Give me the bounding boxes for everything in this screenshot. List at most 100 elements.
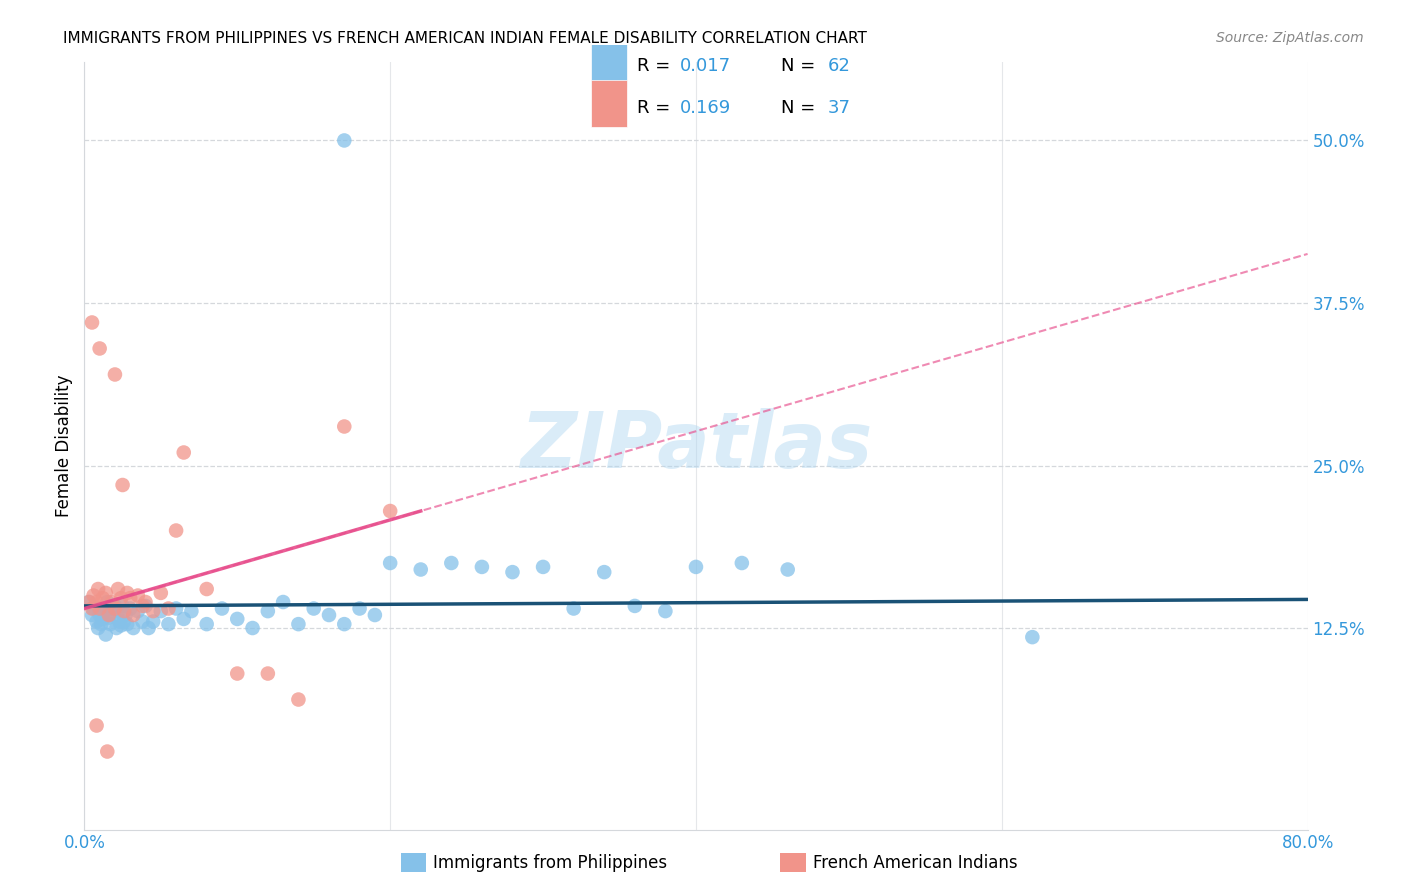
Point bbox=[173, 445, 195, 459]
Point bbox=[108, 615, 131, 629]
Point bbox=[80, 601, 103, 615]
Point bbox=[120, 601, 142, 615]
Point bbox=[80, 607, 103, 622]
Point bbox=[87, 582, 110, 596]
Point bbox=[127, 604, 149, 618]
Point bbox=[211, 601, 233, 615]
Text: French American Indians: French American Indians bbox=[813, 854, 1018, 871]
Point bbox=[101, 601, 124, 615]
Point bbox=[110, 591, 132, 606]
Point bbox=[90, 617, 112, 632]
Text: R =: R = bbox=[637, 57, 676, 75]
Point bbox=[173, 612, 195, 626]
Point bbox=[1021, 630, 1043, 644]
Point bbox=[157, 617, 180, 632]
Text: IMMIGRANTS FROM PHILIPPINES VS FRENCH AMERICAN INDIAN FEMALE DISABILITY CORRELAT: IMMIGRANTS FROM PHILIPPINES VS FRENCH AM… bbox=[63, 31, 868, 46]
Point bbox=[97, 607, 120, 622]
Point bbox=[86, 615, 108, 629]
Point bbox=[83, 589, 105, 603]
Text: Source: ZipAtlas.com: Source: ZipAtlas.com bbox=[1216, 31, 1364, 45]
Y-axis label: Female Disability: Female Disability bbox=[55, 375, 73, 517]
Point bbox=[776, 562, 799, 576]
Bar bbox=[591, 40, 627, 87]
Point bbox=[502, 565, 524, 579]
Point bbox=[80, 316, 103, 330]
Text: R =: R = bbox=[637, 99, 676, 117]
Point bbox=[97, 610, 120, 624]
Point bbox=[89, 601, 111, 615]
Point bbox=[440, 556, 463, 570]
Point bbox=[287, 692, 309, 706]
Point bbox=[115, 617, 138, 632]
Point bbox=[654, 604, 676, 618]
Point bbox=[180, 604, 202, 618]
Point bbox=[89, 342, 111, 356]
Bar bbox=[591, 80, 627, 127]
Point bbox=[107, 604, 129, 618]
Point bbox=[195, 617, 218, 632]
Text: N =: N = bbox=[780, 99, 821, 117]
Point bbox=[380, 556, 402, 570]
Point bbox=[471, 560, 494, 574]
Point bbox=[89, 601, 111, 615]
Point bbox=[135, 599, 157, 613]
Point bbox=[380, 504, 402, 518]
Text: 0.017: 0.017 bbox=[681, 57, 731, 75]
Point bbox=[149, 604, 172, 618]
Text: 62: 62 bbox=[827, 57, 851, 75]
Point bbox=[104, 601, 127, 615]
Point bbox=[104, 599, 127, 613]
Point bbox=[96, 595, 118, 609]
Point bbox=[127, 589, 149, 603]
Point bbox=[333, 133, 356, 147]
Point bbox=[333, 419, 356, 434]
Point bbox=[165, 524, 187, 538]
Point bbox=[103, 607, 125, 622]
Point bbox=[87, 621, 110, 635]
Point bbox=[302, 601, 325, 615]
Point bbox=[149, 586, 172, 600]
Point bbox=[98, 617, 121, 632]
Point bbox=[105, 621, 128, 635]
Point bbox=[531, 560, 554, 574]
Point bbox=[96, 745, 118, 759]
Point bbox=[135, 595, 157, 609]
Text: 0.169: 0.169 bbox=[681, 99, 731, 117]
Text: Immigrants from Philippines: Immigrants from Philippines bbox=[433, 854, 668, 871]
Point bbox=[115, 586, 138, 600]
Point bbox=[409, 562, 432, 576]
Point bbox=[731, 556, 754, 570]
Point bbox=[226, 666, 249, 681]
Point bbox=[142, 604, 165, 618]
Point bbox=[287, 617, 309, 632]
Point bbox=[226, 612, 249, 626]
Text: ZIPatlas: ZIPatlas bbox=[520, 408, 872, 484]
Point bbox=[107, 582, 129, 596]
Point bbox=[257, 604, 280, 618]
Point bbox=[91, 591, 114, 606]
Text: N =: N = bbox=[780, 57, 821, 75]
Point bbox=[195, 582, 218, 596]
Text: 37: 37 bbox=[827, 99, 851, 117]
Point bbox=[122, 607, 145, 622]
Point bbox=[142, 615, 165, 629]
Point bbox=[157, 601, 180, 615]
Point bbox=[122, 621, 145, 635]
Point bbox=[91, 612, 114, 626]
Point bbox=[112, 604, 135, 618]
Point bbox=[349, 601, 371, 615]
Point bbox=[101, 595, 124, 609]
Point bbox=[112, 615, 135, 629]
Point bbox=[111, 478, 134, 492]
Point bbox=[86, 718, 108, 732]
Point bbox=[271, 595, 294, 609]
Point bbox=[86, 595, 108, 609]
Point bbox=[89, 607, 111, 622]
Point bbox=[257, 666, 280, 681]
Point bbox=[593, 565, 616, 579]
Point bbox=[333, 617, 356, 632]
Point bbox=[111, 599, 134, 613]
Point bbox=[131, 599, 153, 613]
Point bbox=[685, 560, 707, 574]
Point bbox=[242, 621, 264, 635]
